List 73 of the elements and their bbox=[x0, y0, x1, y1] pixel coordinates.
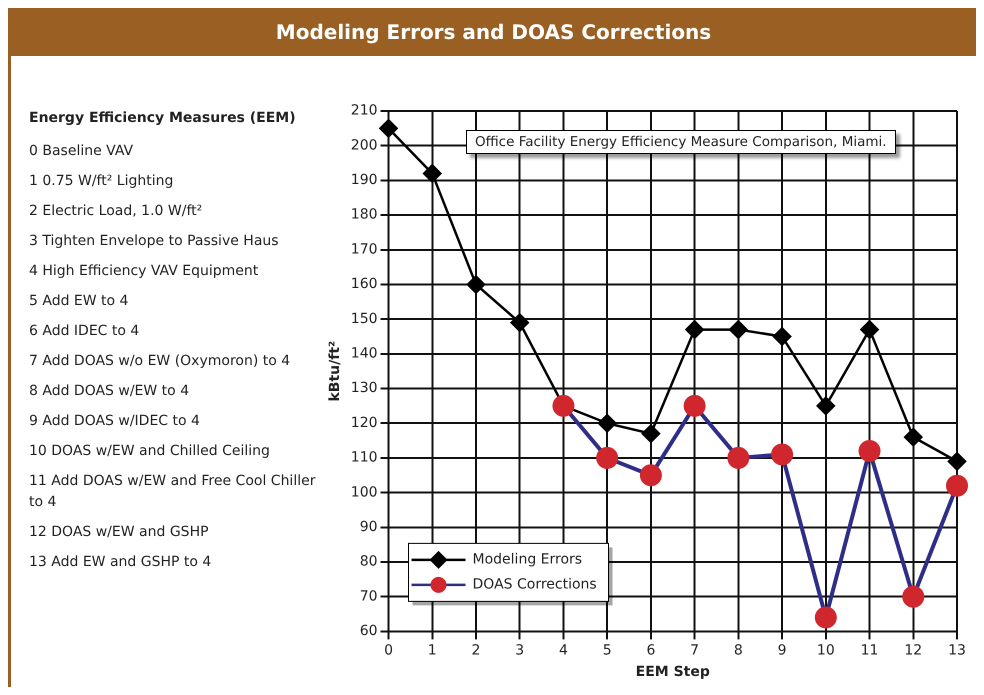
text: 13 Add EW and GSHP to 4 bbox=[29, 553, 212, 572]
point bbox=[596, 446, 618, 469]
y-tick-label: 120 bbox=[350, 414, 378, 431]
point bbox=[860, 320, 879, 339]
x-axis-title: EEM Step bbox=[636, 664, 710, 680]
text: 7 Add DOAS w/o EW (Oxymoron) to 4 bbox=[29, 352, 292, 371]
point bbox=[904, 428, 923, 446]
y-axis-title: kBtu/ft² bbox=[327, 340, 344, 402]
text: Office Facility Energy Efficiency Measure Comparison, Miami. bbox=[466, 130, 896, 154]
text: 1 0.75 W/ft² Lighting bbox=[29, 172, 174, 191]
point bbox=[598, 414, 616, 432]
y-tick-label: 160 bbox=[350, 276, 378, 292]
x-tick-label: 1 bbox=[428, 642, 437, 658]
text: 5 Add EW to 4 bbox=[29, 292, 130, 311]
text: 2 Electric Load, 1.0 W/ft² bbox=[29, 202, 204, 221]
x-tick-label: 6 bbox=[646, 642, 656, 658]
text: 4 High Efficiency VAV Equipment bbox=[29, 262, 260, 281]
point bbox=[379, 119, 398, 138]
point bbox=[772, 327, 792, 346]
x-tick-label: 4 bbox=[558, 642, 568, 658]
text: 11 Add DOAS w/EW and Free Cool Chiller to 4 bbox=[29, 472, 316, 512]
y-tick-label: 170 bbox=[350, 241, 378, 258]
text: 8 Add DOAS w/EW to 4 bbox=[29, 382, 190, 401]
y-tick-label: 200 bbox=[350, 137, 378, 154]
x-tick-label: 10 bbox=[816, 642, 835, 658]
legend-label: DOAS Corrections bbox=[472, 576, 597, 593]
x-tick-label: 3 bbox=[515, 642, 524, 658]
y-tick-label: 100 bbox=[350, 484, 378, 500]
text: 12 DOAS w/EW and GSHP bbox=[29, 523, 210, 542]
y-tick-label: 70 bbox=[360, 588, 378, 604]
point bbox=[684, 394, 706, 417]
y-tick-label: 60 bbox=[360, 623, 378, 640]
y-tick-label: 110 bbox=[350, 450, 378, 466]
point bbox=[685, 320, 704, 339]
point bbox=[466, 275, 486, 294]
text: 9 Add DOAS w/IDEC to 4 bbox=[29, 412, 201, 431]
legend-label: Modeling Errors bbox=[472, 552, 582, 568]
point bbox=[423, 164, 442, 183]
text: Energy Efficiency Measures (EEM) bbox=[29, 109, 297, 128]
x-tick-label: 5 bbox=[602, 642, 612, 658]
y-tick-label: 130 bbox=[350, 380, 378, 396]
y-tick-label: 150 bbox=[350, 310, 378, 327]
point bbox=[816, 396, 836, 416]
point bbox=[510, 313, 529, 332]
text: 0 Baseline VAV bbox=[29, 142, 134, 161]
point bbox=[771, 443, 794, 466]
x-tick-label: 0 bbox=[384, 642, 393, 658]
x-tick-label: 2 bbox=[472, 642, 480, 658]
x-tick-label: 11 bbox=[860, 642, 878, 658]
y-tick-label: 140 bbox=[350, 345, 378, 362]
y-tick-label: 210 bbox=[350, 102, 378, 119]
point bbox=[727, 446, 750, 469]
text: 3 Tighten Envelope to Passive Haus bbox=[29, 232, 280, 251]
text: 10 DOAS w/EW and Chilled Ceiling bbox=[29, 442, 271, 461]
x-tick-label: 12 bbox=[904, 642, 922, 658]
point bbox=[858, 440, 881, 462]
x-tick-label: 9 bbox=[778, 642, 787, 658]
point bbox=[814, 606, 837, 629]
chart-title: Modeling Errors and DOAS Corrections bbox=[11, 8, 976, 56]
point bbox=[902, 586, 924, 608]
y-tick-label: 80 bbox=[360, 554, 378, 570]
point bbox=[948, 452, 966, 471]
point bbox=[946, 474, 968, 497]
text: 6 Add IDEC to 4 bbox=[29, 322, 140, 341]
point bbox=[640, 464, 662, 486]
y-tick-label: 180 bbox=[350, 206, 378, 223]
point bbox=[729, 320, 748, 339]
x-tick-label: 7 bbox=[690, 642, 700, 658]
point bbox=[642, 424, 660, 443]
x-tick-label: 8 bbox=[734, 642, 743, 658]
y-tick-label: 90 bbox=[360, 518, 378, 535]
x-tick-label: 13 bbox=[948, 642, 966, 658]
y-tick-label: 190 bbox=[350, 172, 378, 188]
